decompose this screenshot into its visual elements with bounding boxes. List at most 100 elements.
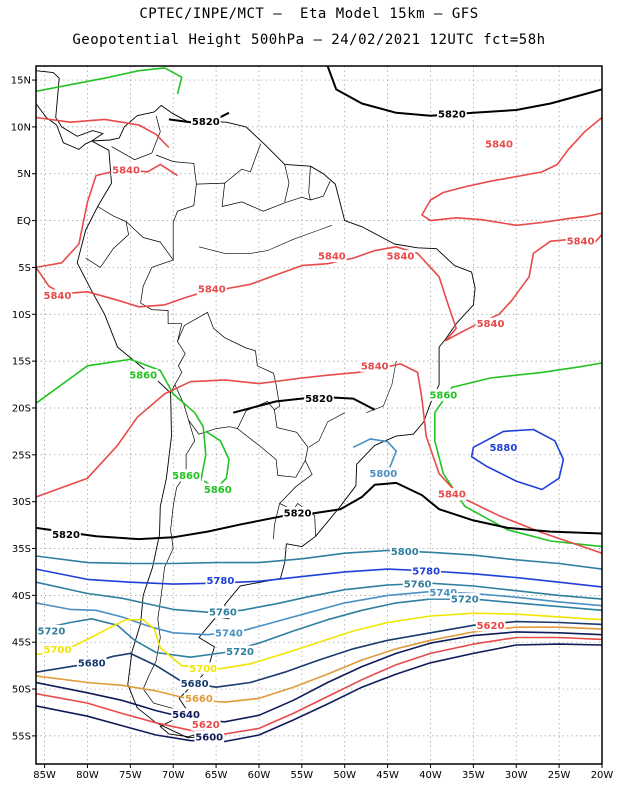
lat-tick-label: 35S (12, 544, 31, 555)
lon-tick-label: 65W (205, 770, 228, 781)
lon-tick-label: 85W (33, 770, 56, 781)
lat-tick-label: 50S (12, 685, 31, 696)
contour-label-background (385, 250, 416, 263)
contour-label-5840: 5840 (438, 490, 466, 501)
contour-label-5820: 5820 (52, 530, 80, 541)
contour-label-background (402, 578, 433, 591)
lon-tick-label: 40W (419, 770, 442, 781)
lon-tick-label: 45W (376, 770, 399, 781)
contour-label-background (36, 624, 67, 637)
contour-label-background (197, 282, 227, 295)
contour-label-5760: 5760 (404, 580, 432, 591)
contour-label-5720: 5720 (38, 626, 66, 637)
contour-label-background (128, 369, 158, 382)
contour-label-5740: 5740 (429, 588, 457, 599)
contour-label-background (76, 656, 107, 669)
lat-tick-label: 20S (12, 403, 31, 414)
country-border (224, 143, 262, 184)
contour-label-5840: 5840 (112, 165, 140, 176)
contour-5800 (36, 549, 602, 570)
contour-5720 (36, 598, 602, 659)
contour-label-background (205, 574, 236, 587)
contour-label-5660: 5660 (185, 694, 213, 705)
chart-subtitle: Geopotential Height 500hPa – 24/02/2021 … (72, 32, 546, 48)
contour-label-background (389, 545, 420, 558)
contour-label-5780: 5780 (412, 566, 440, 577)
contour-label-background (565, 235, 596, 248)
lon-tick-label: 55W (291, 770, 314, 781)
contour-label-background (184, 692, 214, 705)
contour-5840 (36, 116, 170, 149)
lon-tick-label: 20W (591, 770, 614, 781)
lat-tick-label: 25S (12, 450, 31, 461)
contour-label-5860: 5860 (129, 371, 157, 382)
contour-label-5840: 5840 (567, 237, 595, 248)
contour-label-background (179, 677, 210, 690)
country-border (237, 409, 309, 478)
contour-label-background (51, 528, 81, 541)
lon-tick-label: 70W (162, 770, 185, 781)
contour-label-background (428, 388, 459, 401)
contour-label-5840: 5840 (361, 361, 389, 372)
contour-label-5620: 5620 (192, 720, 220, 731)
contour-label-5820: 5820 (192, 117, 220, 128)
contour-label-background (437, 488, 467, 501)
contour-label-background (437, 107, 467, 120)
lat-tick-label: EQ (17, 216, 31, 227)
contour-label-5740: 5740 (215, 628, 243, 639)
contour-5840 (36, 234, 602, 342)
contour-label-background (194, 730, 225, 743)
inland-line (198, 225, 333, 254)
contour-label-background (203, 483, 233, 496)
contour-label-5860: 5860 (429, 390, 457, 401)
contour-label-5840: 5840 (477, 319, 505, 330)
chart-title: CPTEC/INPE/MCT – Eta Model 15km – GFS (139, 6, 479, 22)
lat-tick-label: 45S (12, 638, 31, 649)
contour-5760 (36, 581, 602, 614)
inland-line (308, 412, 345, 448)
country-border (196, 181, 331, 212)
contour-5840 (36, 163, 178, 269)
contour-label-background (449, 593, 480, 606)
lon-tick-label: 25W (548, 770, 571, 781)
contour-label-5700: 5700 (189, 664, 217, 675)
contour-label-5800: 5800 (391, 547, 419, 558)
lat-tick-label: 40S (12, 591, 31, 602)
contour-label-5880: 5880 (489, 443, 517, 454)
contour-label-5720: 5720 (226, 647, 254, 658)
contour-5620 (36, 636, 602, 735)
country-border (85, 206, 129, 268)
contour-label-background (225, 645, 255, 658)
lon-tick-label: 75W (119, 770, 142, 781)
contour-label-background (475, 317, 506, 330)
contour-label-5640: 5640 (172, 710, 200, 721)
contour-label-background (317, 250, 347, 263)
contour-label-background (191, 115, 221, 128)
contour-label-background (368, 467, 399, 480)
contour-label-5820: 5820 (284, 508, 312, 519)
contour-label-background (171, 708, 201, 721)
contour-5860 (36, 67, 183, 95)
contour-label-background (42, 289, 73, 302)
lon-tick-label: 80W (76, 770, 99, 781)
contour-label-5840: 5840 (198, 284, 226, 295)
lat-tick-label: 5S (18, 263, 31, 274)
contour-label-background (359, 359, 390, 372)
contour-label-5680: 5680 (181, 679, 209, 690)
central-america-coastline (36, 70, 104, 150)
contour-label-background (191, 718, 221, 731)
contour-label-5780: 5780 (206, 576, 234, 587)
country-border (177, 311, 280, 411)
contour-5860 (433, 362, 602, 548)
contour-5740 (36, 590, 602, 636)
contour-5700 (36, 612, 602, 671)
lon-tick-label: 35W (462, 770, 485, 781)
contour-label-5840: 5840 (44, 291, 72, 302)
lat-tick-label: 5N (17, 169, 31, 180)
contour-label-background (214, 626, 244, 639)
contour-label-5800: 5800 (369, 469, 397, 480)
contour-label-5860: 5860 (172, 471, 200, 482)
contour-label-background (171, 469, 201, 482)
contour-label-5600: 5600 (195, 732, 223, 743)
